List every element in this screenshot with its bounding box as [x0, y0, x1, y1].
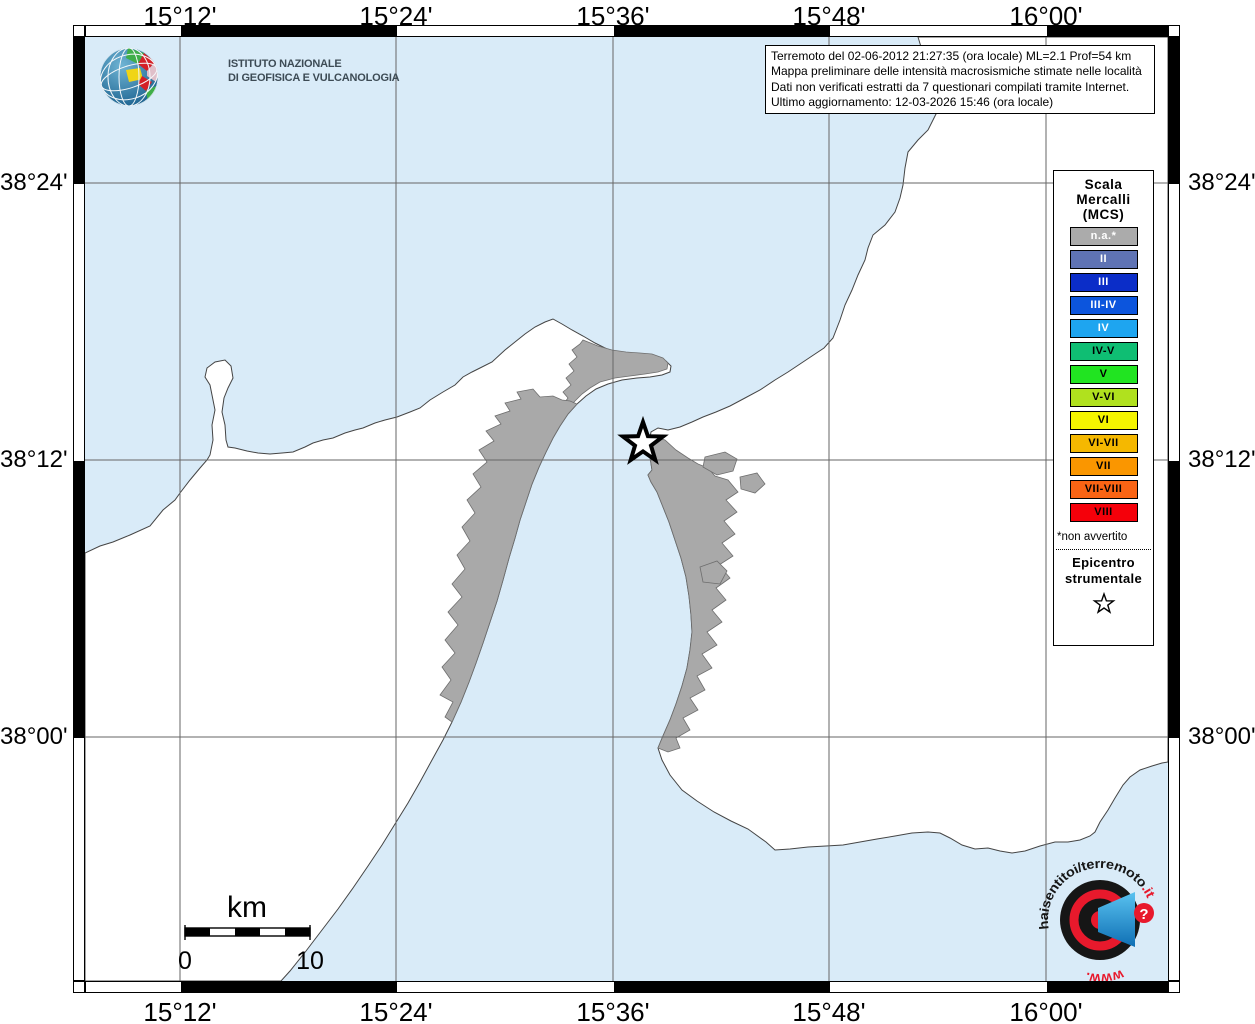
- scale-bar-unit: km: [227, 891, 267, 924]
- info-line-updated: Ultimo aggiornamento: 12-03-2026 15:46 (…: [771, 94, 1054, 109]
- ingv-name-line2: DI GEOFISICA E VULCANOLOGIA: [228, 71, 400, 84]
- question-mark: ?: [1139, 906, 1148, 923]
- legend-swatch-II: II: [1069, 250, 1138, 269]
- legend-footnote: *non avvertito: [1057, 531, 1128, 543]
- legend-title-line1: Scala: [1084, 177, 1123, 192]
- lat-label-right-3800: 38°00': [1188, 723, 1255, 750]
- map-canvas: km 0 10 ? haisentitoi/terremoto.it: [85, 37, 1168, 981]
- legend-swatch-III: III: [1069, 273, 1138, 292]
- lon-label-bottom-1548: 15°48': [792, 997, 866, 1024]
- ingv-logo: [100, 48, 158, 106]
- urban-messina: [439, 388, 578, 723]
- legend-epicenter-line1: Epicentro: [1072, 555, 1135, 570]
- legend-swatch-VI-VII: VI-VII: [1069, 434, 1138, 453]
- legend-swatches: n.a.* II III III-IV IV IV-V V V-VI VI VI-VII VII VI…: [1054, 227, 1153, 522]
- urban-reggio-calabria: [647, 435, 739, 753]
- graticule: [85, 37, 1168, 981]
- epicenter-star: [617, 415, 669, 465]
- scale-bar-start: 0: [178, 947, 192, 975]
- legend-swatch-n-a-: n.a.*: [1069, 227, 1138, 246]
- urban-areas: [439, 339, 766, 753]
- legend-title-line2: Mercalli: [1076, 192, 1131, 207]
- lat-label-right-3824: 38°24': [1188, 169, 1255, 196]
- ingv-name-line1: ISTITUTO NAZIONALE: [228, 58, 342, 70]
- legend-swatch-IV: IV: [1069, 319, 1138, 338]
- mercalli-legend: Scala Mercalli (MCS) n.a.* II III III-IV IV I…: [1053, 170, 1154, 646]
- lon-label-bottom-1524: 15°24': [359, 997, 433, 1024]
- lat-label-left-3812: 38°12': [0, 446, 68, 473]
- legend-epicenter-label: Epicentro strumentale: [1054, 555, 1153, 586]
- legend-swatch-III-IV: III-IV: [1069, 296, 1138, 315]
- urban-patch-2: [739, 472, 766, 494]
- legend-swatch-V: V: [1069, 365, 1138, 384]
- info-line-map-type: Mappa preliminare delle intensità macros…: [771, 64, 1142, 79]
- frame-top: [85, 25, 1168, 37]
- lat-label-left-3800: 38°00': [0, 723, 68, 750]
- ingv-name: ISTITUTO NAZIONALE DI GEOFISICA E VULCAN…: [228, 58, 400, 85]
- legend-title-line3: (MCS): [1082, 207, 1125, 222]
- earthquake-info-box: Terremoto del 02-06-2012 21:27:35 (ora l…: [765, 45, 1155, 115]
- frame-corner-br: [1168, 981, 1180, 993]
- legend-epicenter-symbol: [1054, 591, 1153, 620]
- legend-swatch-VIII: VIII: [1069, 503, 1138, 522]
- urban-patch-1: [702, 451, 738, 476]
- lon-label-bottom-1600: 16°00': [1009, 997, 1083, 1024]
- lat-label-right-3812: 38°12': [1188, 446, 1255, 473]
- frame-left: [73, 37, 85, 981]
- info-line-event: Terremoto del 02-06-2012 21:27:35 (ora l…: [771, 49, 1132, 63]
- lon-label-bottom-1512: 15°12': [143, 997, 217, 1024]
- lat-label-left-3824: 38°24': [0, 169, 68, 196]
- frame-corner-tl: [73, 25, 85, 37]
- info-line-questionnaires: Dati non verificati estratti da 7 questi…: [771, 79, 1130, 94]
- megaphone-icon: [1098, 892, 1135, 947]
- scale-bar: km 0 10: [178, 891, 324, 975]
- legend-swatch-VII-VIII: VII-VIII: [1069, 480, 1138, 499]
- legend-swatch-VI: VI: [1069, 411, 1138, 430]
- legend-swatch-V-VI: V-VI: [1069, 388, 1138, 407]
- legend-title: Scala Mercalli (MCS): [1054, 177, 1153, 222]
- legend-epicenter-line2: strumentale: [1065, 570, 1142, 586]
- legend-swatch-VII: VII: [1069, 457, 1138, 476]
- frame-bottom: [85, 981, 1168, 993]
- urban-patch-3: [699, 560, 728, 585]
- frame-corner-bl: [73, 981, 85, 993]
- question-disc: [1134, 903, 1154, 923]
- legend-divider: [1056, 549, 1151, 550]
- lon-label-bottom-1536: 15°36': [576, 997, 650, 1024]
- legend-swatch-IV-V: IV-V: [1069, 342, 1138, 361]
- scale-bar-end: 10: [296, 947, 324, 975]
- urban-capo-peloro: [561, 339, 669, 413]
- frame-right: [1168, 37, 1180, 981]
- legend-star-icon: [1091, 591, 1116, 614]
- frame-corner-tr: [1168, 25, 1180, 37]
